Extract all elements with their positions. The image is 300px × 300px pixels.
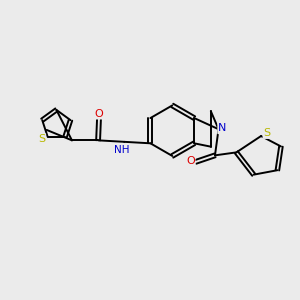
Text: O: O bbox=[186, 156, 195, 166]
Text: O: O bbox=[94, 109, 103, 118]
Text: S: S bbox=[38, 134, 45, 144]
Text: NH: NH bbox=[114, 145, 130, 154]
Text: S: S bbox=[263, 128, 271, 138]
Text: N: N bbox=[218, 123, 226, 133]
